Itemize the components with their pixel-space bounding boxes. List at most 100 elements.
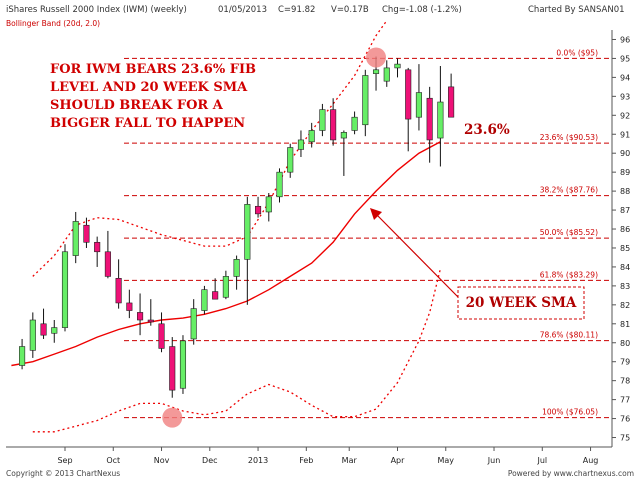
candle-down <box>137 293 144 336</box>
candle-up <box>383 60 390 87</box>
candle-body <box>179 340 187 389</box>
candle-down <box>147 299 154 326</box>
y-tick-label: 78 <box>620 377 630 386</box>
candle-up <box>394 58 401 78</box>
candle-body <box>137 312 144 321</box>
copyright-text: Copyright © 2013 ChartNexus <box>6 469 120 478</box>
y-tick-label: 94 <box>620 73 630 82</box>
candle-down <box>448 73 455 118</box>
x-tick-label: Nov <box>154 456 170 465</box>
credit-text: Charted By SANSAN01 <box>528 5 625 15</box>
candle-down <box>212 278 219 300</box>
candle-body <box>72 221 79 256</box>
y-tick-label: 79 <box>620 358 630 367</box>
bollinger-lower-line <box>32 268 442 433</box>
x-tick-label: Apr <box>391 456 406 465</box>
y-tick-label: 96 <box>620 35 630 44</box>
sma-arrow <box>370 208 459 298</box>
sma-callout-frame <box>457 286 585 320</box>
candle-body <box>169 346 176 391</box>
candle-up <box>265 193 272 222</box>
annotation-line-2: LEVEL AND 20 WEEK SMA <box>50 80 248 95</box>
y-tick-label: 95 <box>620 54 630 63</box>
candle-down <box>169 337 176 398</box>
candle-body <box>297 139 305 150</box>
y-tick-label: 91 <box>620 130 630 139</box>
fib-level-label: 0.0% ($95) <box>556 48 598 57</box>
fib-callout: 23.6% <box>464 122 510 138</box>
candle-body <box>83 224 90 243</box>
fib-level-label: 23.6% ($90.53) <box>540 133 598 142</box>
candle-body <box>308 130 315 143</box>
candle-up <box>319 103 326 137</box>
candle-body <box>19 346 26 366</box>
candle-up <box>190 299 197 345</box>
candle-body <box>115 278 122 304</box>
y-tick-label: 75 <box>620 434 630 443</box>
low-highlight-circle <box>162 407 183 428</box>
arrow-head <box>370 208 382 220</box>
indicator-lines <box>11 20 442 433</box>
indicator-label: Bollinger Band (20d, 2.0) <box>6 19 100 28</box>
x-tick-label: May <box>437 456 454 465</box>
annotation-line-3: SHOULD BREAK FOR A <box>50 98 224 113</box>
candle-body <box>437 101 444 139</box>
close-value: C=91.82 <box>278 5 315 15</box>
candle-body <box>29 319 36 351</box>
candle-body <box>287 147 294 173</box>
candlesticks <box>19 56 455 398</box>
bollinger-upper-line <box>32 20 388 277</box>
y-tick-label: 83 <box>620 282 630 291</box>
candle-body <box>362 75 369 126</box>
candle-down <box>405 67 412 152</box>
change-value: Chg=-1.08 (-1.2%) <box>382 5 462 15</box>
y-axis-ticks: 75 76 77 78 79 80 81 82 83 84 85 86 87 88 89 90 91 92 93 94… <box>612 35 630 443</box>
candle-body <box>201 289 208 311</box>
candle-up <box>308 122 315 148</box>
candle-body <box>448 86 455 118</box>
candle-body <box>190 308 197 340</box>
y-tick-label: 93 <box>620 92 630 101</box>
y-tick-label: 77 <box>620 396 630 405</box>
chart-date: 01/05/2013 <box>218 5 267 15</box>
candle-body <box>276 171 283 198</box>
annotation-line-4: BIGGER FALL TO HAPPEN <box>50 116 245 131</box>
y-tick-label: 87 <box>620 206 630 215</box>
candle-body <box>372 69 380 74</box>
sma20-line <box>11 141 441 367</box>
y-tick-label: 88 <box>620 187 630 196</box>
candle-up <box>233 255 240 290</box>
candle-body <box>255 205 262 215</box>
candle-body <box>158 323 165 349</box>
x-tick-label: Aug <box>583 456 599 465</box>
candle-down <box>94 236 101 267</box>
candle-up <box>297 130 305 157</box>
x-tick-label: Jul <box>536 456 547 465</box>
annotation-line-1: FOR IWM BEARS 23.6% FIB <box>50 62 256 77</box>
chart-title: iShares Russell 2000 Index (IWM) (weekly… <box>6 5 187 15</box>
candle-up <box>179 335 187 394</box>
candle-body <box>222 276 229 298</box>
candle-body <box>126 302 133 311</box>
candle-body <box>394 63 401 69</box>
candle-up <box>415 64 422 131</box>
x-tick-label: Mar <box>342 456 358 465</box>
highlight-circles <box>162 47 387 428</box>
fib-level-label: 100% ($76.05) <box>542 408 598 417</box>
x-tick-label: Dec <box>202 456 217 465</box>
candle-body <box>51 327 58 334</box>
candle-body <box>212 291 219 300</box>
y-tick-label: 85 <box>620 244 630 253</box>
candle-body <box>319 109 326 131</box>
candle-body <box>340 132 347 139</box>
candle-down <box>115 259 122 309</box>
candle-up <box>437 66 444 167</box>
high-highlight-circle <box>366 47 387 68</box>
candle-down <box>330 98 337 146</box>
candle-body <box>233 259 240 277</box>
candle-down <box>104 230 111 279</box>
y-tick-label: 82 <box>620 301 630 310</box>
candle-down <box>255 196 262 218</box>
candle-up <box>222 270 229 300</box>
candle-body <box>61 251 69 328</box>
